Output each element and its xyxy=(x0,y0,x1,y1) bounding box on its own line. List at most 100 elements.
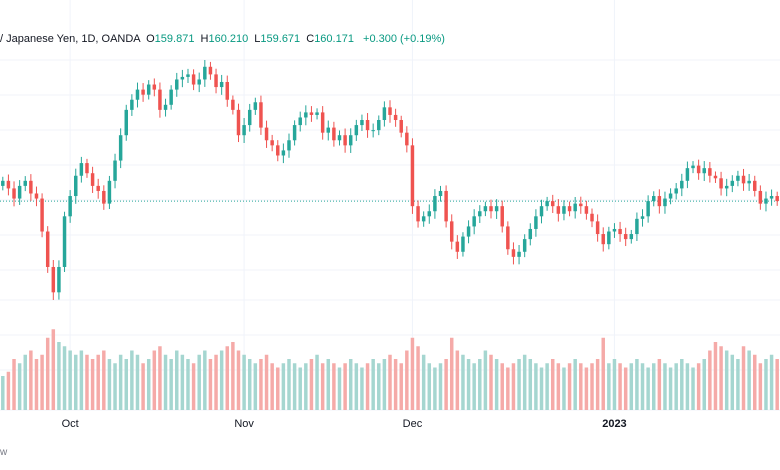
candle-body xyxy=(169,89,173,105)
candle-body xyxy=(640,216,645,219)
candle xyxy=(579,196,583,214)
volume-bar xyxy=(753,354,757,410)
volume-bar xyxy=(539,367,544,410)
candle xyxy=(708,161,712,183)
candle-body xyxy=(550,201,555,207)
candle xyxy=(764,191,768,212)
candle xyxy=(758,185,763,210)
candle xyxy=(702,161,706,182)
candle-body xyxy=(79,163,84,176)
volume-bar xyxy=(702,359,706,410)
volume-bar xyxy=(158,346,162,410)
volume-bar xyxy=(438,363,443,410)
candle xyxy=(674,183,678,200)
candle xyxy=(259,95,263,135)
candle xyxy=(231,95,235,115)
candle xyxy=(34,186,39,207)
candle xyxy=(40,193,44,238)
candle-body xyxy=(315,112,319,115)
candle xyxy=(730,175,735,193)
volume-bar xyxy=(337,367,342,410)
volume-bar xyxy=(556,363,561,410)
candle-body xyxy=(68,196,72,217)
candle xyxy=(287,133,291,158)
candle xyxy=(343,128,347,153)
volume-bar xyxy=(399,363,403,410)
volume-bar xyxy=(320,363,325,410)
candle-body xyxy=(309,112,314,115)
candle-body xyxy=(180,76,185,80)
candle xyxy=(416,200,420,228)
volume-bar xyxy=(595,359,600,410)
volume-bar xyxy=(522,354,527,410)
candle-body xyxy=(85,163,89,174)
candle-body xyxy=(231,99,235,110)
volume-bar xyxy=(719,346,723,410)
candle xyxy=(433,189,437,219)
candle-body xyxy=(489,206,493,212)
volume-bar xyxy=(208,359,213,410)
candle-body xyxy=(769,196,774,199)
candle-body xyxy=(158,89,162,110)
candle-body xyxy=(320,112,325,133)
candle xyxy=(152,78,157,97)
candle-body xyxy=(90,173,95,186)
candle xyxy=(601,227,605,252)
candle-body xyxy=(6,180,11,189)
candle-body xyxy=(579,203,583,207)
candle xyxy=(696,159,701,180)
volume-bar xyxy=(45,337,50,410)
volume-bar xyxy=(708,350,712,410)
candle xyxy=(29,174,33,201)
candle xyxy=(135,82,140,108)
x-tick-label: Dec xyxy=(403,418,423,430)
candle-body xyxy=(276,145,280,156)
candle-body xyxy=(433,196,437,212)
candle-body xyxy=(51,266,56,293)
volume-bar xyxy=(494,359,499,410)
candle xyxy=(500,200,504,233)
candle-body xyxy=(483,206,488,212)
candle-body xyxy=(595,221,600,235)
volume-bar xyxy=(629,363,634,410)
candle xyxy=(741,168,746,191)
volume-bar xyxy=(343,363,347,410)
volume-bar xyxy=(377,363,381,410)
candle-body xyxy=(635,218,639,235)
candle xyxy=(320,106,325,140)
volume-bar xyxy=(500,363,504,410)
candle-body xyxy=(12,188,16,199)
candle-body xyxy=(208,66,213,75)
volume-bar xyxy=(601,337,605,410)
volume-bar xyxy=(281,363,286,410)
candle-body xyxy=(753,180,757,191)
candle xyxy=(197,72,201,93)
candle xyxy=(652,191,656,207)
volume-bar xyxy=(680,359,684,410)
candle-body xyxy=(506,226,510,250)
candle xyxy=(753,175,757,197)
volume-bar xyxy=(472,363,476,410)
volume-bar xyxy=(623,367,628,410)
candle-body xyxy=(438,190,443,197)
candle-body xyxy=(292,125,297,141)
volume-bar xyxy=(393,359,398,410)
volume-bar xyxy=(461,354,465,410)
candle-body xyxy=(242,125,246,136)
candle xyxy=(623,227,628,247)
candle xyxy=(719,171,723,196)
volume-bar xyxy=(573,359,577,410)
candle xyxy=(377,115,381,136)
candle xyxy=(438,185,443,202)
volume-bar xyxy=(674,363,678,410)
candle-body xyxy=(427,211,432,217)
candle xyxy=(326,120,331,141)
volume-bar xyxy=(163,354,168,410)
candle xyxy=(163,98,168,117)
volume-bar xyxy=(197,354,201,410)
candle xyxy=(225,75,230,107)
volume-bar xyxy=(332,363,336,410)
candle xyxy=(511,242,516,265)
